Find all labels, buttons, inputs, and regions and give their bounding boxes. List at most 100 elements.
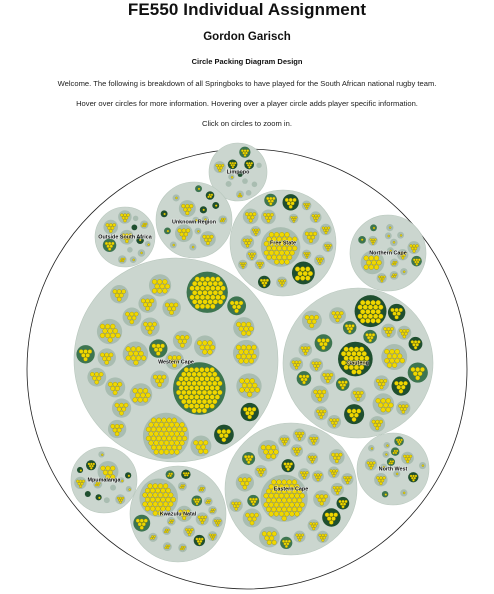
player-circle[interactable] bbox=[196, 389, 202, 396]
player-circle[interactable] bbox=[335, 486, 340, 490]
player-circle[interactable] bbox=[212, 389, 218, 396]
player-circle[interactable] bbox=[349, 412, 354, 418]
player-circle[interactable] bbox=[398, 251, 402, 255]
player-circle[interactable] bbox=[326, 516, 332, 521]
player-circle[interactable] bbox=[319, 415, 323, 419]
player-circle[interactable] bbox=[242, 485, 247, 490]
player-circle[interactable] bbox=[165, 544, 169, 548]
player-circle[interactable] bbox=[260, 444, 266, 450]
player-circle[interactable] bbox=[348, 364, 354, 370]
player-circle[interactable] bbox=[398, 381, 404, 386]
player-circle[interactable] bbox=[245, 151, 248, 155]
player-circle[interactable] bbox=[248, 326, 254, 332]
player-circle[interactable] bbox=[181, 371, 187, 377]
player-circle[interactable] bbox=[280, 284, 284, 287]
player-circle[interactable] bbox=[394, 315, 399, 320]
player-circle[interactable] bbox=[109, 244, 113, 248]
player-circle[interactable] bbox=[247, 241, 251, 245]
player-circle[interactable] bbox=[281, 245, 287, 251]
player-circle[interactable] bbox=[398, 307, 403, 313]
player-circle[interactable] bbox=[271, 531, 277, 537]
player-circle[interactable] bbox=[294, 275, 301, 281]
player-circle[interactable] bbox=[150, 506, 156, 512]
player-circle[interactable] bbox=[316, 473, 320, 477]
player-circle[interactable] bbox=[284, 198, 289, 202]
player-circle[interactable] bbox=[249, 497, 253, 501]
player-circle[interactable] bbox=[309, 436, 313, 440]
player-circle[interactable] bbox=[262, 468, 266, 472]
player-circle[interactable] bbox=[287, 539, 291, 543]
player-circle[interactable] bbox=[153, 431, 159, 437]
player-circle[interactable] bbox=[220, 285, 226, 291]
player-circle[interactable] bbox=[231, 161, 235, 165]
player-circle[interactable] bbox=[362, 304, 368, 310]
player-circle[interactable] bbox=[284, 259, 290, 265]
player-circle[interactable] bbox=[90, 462, 93, 466]
player-circle[interactable] bbox=[83, 356, 88, 362]
player-circle[interactable] bbox=[105, 474, 111, 480]
player-circle[interactable] bbox=[393, 449, 397, 453]
player-circle[interactable] bbox=[369, 238, 372, 241]
player-circle[interactable] bbox=[380, 275, 384, 279]
player-circle[interactable] bbox=[204, 403, 210, 409]
player-circle[interactable] bbox=[171, 444, 177, 451]
player-circle[interactable] bbox=[180, 512, 185, 517]
player-circle[interactable] bbox=[188, 385, 195, 391]
player-circle[interactable] bbox=[318, 262, 322, 265]
player-circle[interactable] bbox=[371, 242, 375, 245]
player-circle[interactable] bbox=[112, 390, 118, 396]
player-circle[interactable] bbox=[152, 537, 155, 540]
player-circle[interactable] bbox=[299, 536, 303, 539]
player-circle[interactable] bbox=[240, 481, 245, 486]
player-circle[interactable] bbox=[249, 378, 255, 384]
player-circle[interactable] bbox=[102, 470, 108, 476]
player-circle[interactable] bbox=[261, 281, 265, 285]
player-circle[interactable] bbox=[267, 199, 271, 203]
player-circle[interactable] bbox=[394, 273, 398, 276]
player-circle[interactable] bbox=[273, 502, 279, 508]
player-circle[interactable] bbox=[192, 299, 198, 305]
player-circle[interactable] bbox=[90, 466, 93, 470]
player-circle[interactable] bbox=[371, 260, 377, 266]
player-circle[interactable] bbox=[315, 475, 319, 479]
player-circle[interactable] bbox=[244, 387, 250, 393]
player-circle[interactable] bbox=[87, 349, 93, 354]
player-circle[interactable] bbox=[253, 500, 257, 504]
player-circle[interactable] bbox=[268, 241, 275, 247]
region-circle-north-west[interactable] bbox=[356, 432, 430, 506]
player-circle[interactable] bbox=[316, 409, 320, 414]
player-circle[interactable] bbox=[243, 407, 248, 412]
player-circle[interactable] bbox=[199, 294, 206, 300]
position-group-circle[interactable] bbox=[237, 171, 243, 177]
player-circle[interactable] bbox=[290, 216, 293, 219]
player-circle[interactable] bbox=[333, 512, 338, 517]
player-circle[interactable] bbox=[365, 300, 371, 306]
player-circle[interactable] bbox=[306, 254, 310, 257]
player-circle[interactable] bbox=[378, 402, 384, 408]
player-circle[interactable] bbox=[339, 502, 344, 506]
player-circle[interactable] bbox=[417, 371, 423, 377]
player-circle[interactable] bbox=[191, 245, 195, 249]
player-circle[interactable] bbox=[182, 426, 188, 432]
player-circle[interactable] bbox=[283, 542, 287, 546]
player-circle[interactable] bbox=[168, 492, 174, 498]
player-circle[interactable] bbox=[229, 161, 232, 165]
player-circle[interactable] bbox=[200, 521, 204, 525]
position-group-circle[interactable] bbox=[86, 460, 97, 471]
player-circle[interactable] bbox=[276, 479, 282, 485]
position-group-circle[interactable] bbox=[132, 215, 139, 222]
player-circle[interactable] bbox=[303, 351, 308, 356]
player-circle[interactable] bbox=[329, 520, 334, 525]
player-circle[interactable] bbox=[155, 497, 161, 503]
player-circle[interactable] bbox=[384, 358, 390, 364]
player-circle[interactable] bbox=[280, 279, 284, 283]
player-circle[interactable] bbox=[98, 496, 101, 500]
player-circle[interactable] bbox=[379, 277, 382, 281]
player-circle[interactable] bbox=[373, 304, 379, 310]
player-circle[interactable] bbox=[388, 226, 392, 229]
player-circle[interactable] bbox=[412, 478, 415, 482]
player-circle[interactable] bbox=[382, 466, 385, 469]
player-circle[interactable] bbox=[274, 259, 280, 265]
player-circle[interactable] bbox=[179, 547, 183, 551]
player-circle[interactable] bbox=[292, 220, 296, 223]
